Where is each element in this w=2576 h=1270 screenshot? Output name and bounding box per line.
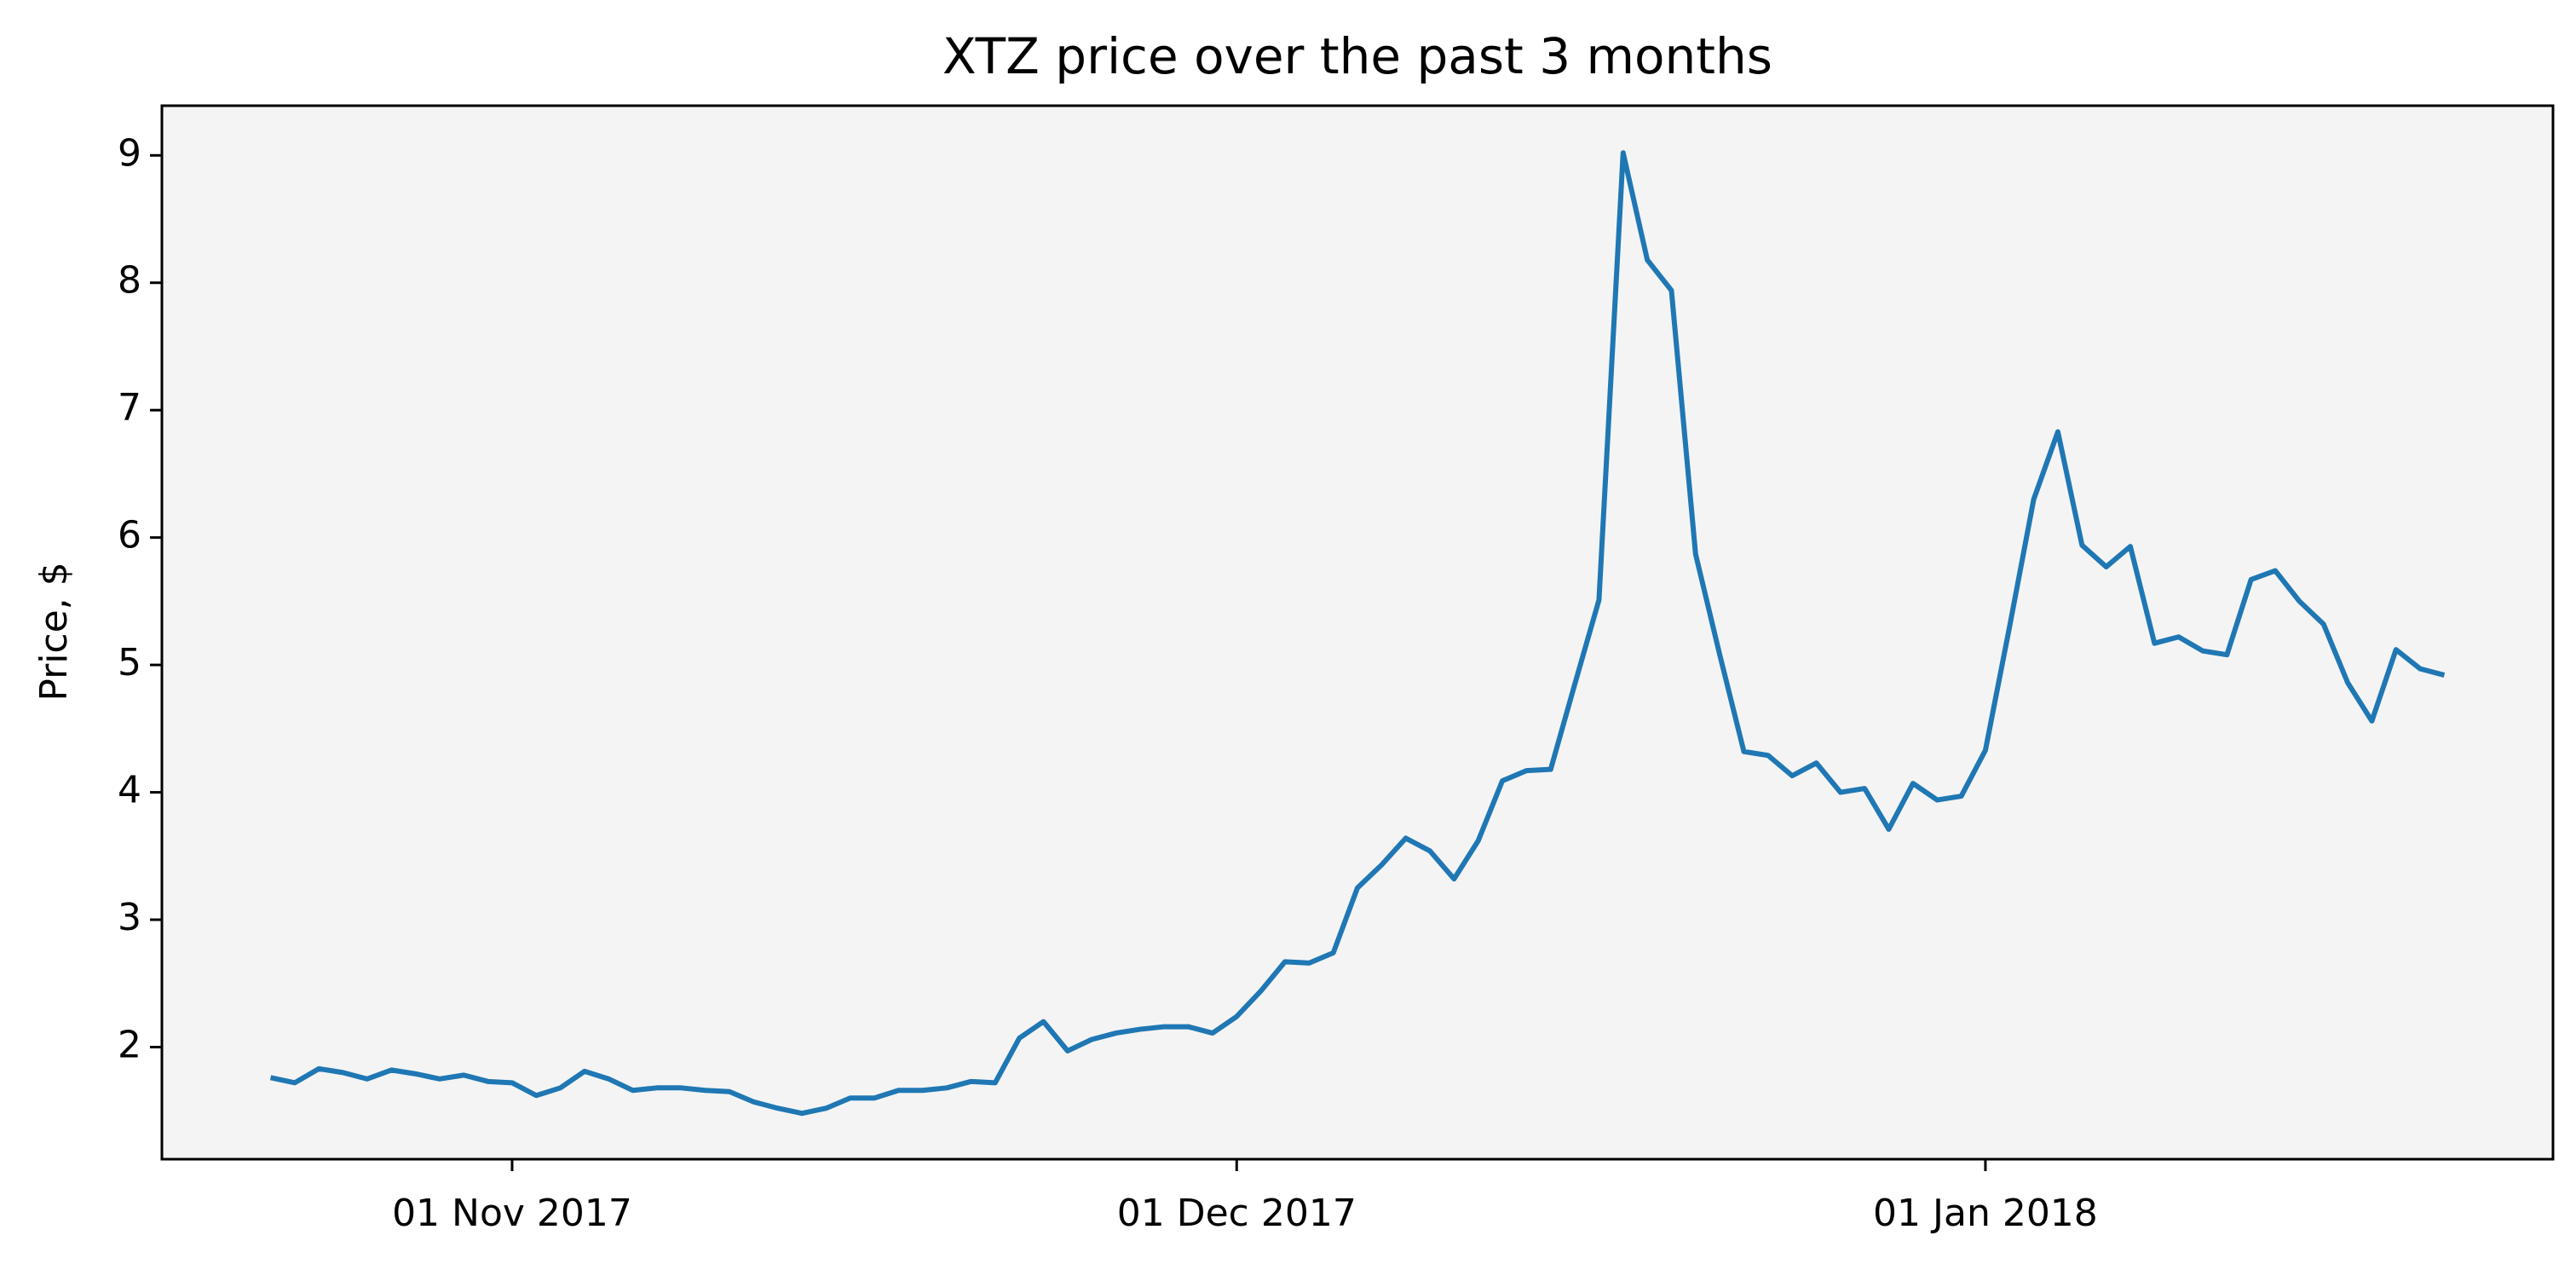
- y-tick-label: 9: [118, 131, 141, 175]
- y-tick-label: 5: [118, 641, 141, 684]
- y-tick-label: 8: [118, 259, 141, 303]
- y-axis-label: Price, $: [32, 562, 76, 701]
- chart-title: XTZ price over the past 3 months: [942, 27, 1772, 85]
- price-line: [269, 150, 2446, 1117]
- plot-background: [162, 106, 2553, 1159]
- y-tick-label: 4: [118, 769, 141, 812]
- x-tick-label: 01 Nov 2017: [392, 1192, 632, 1235]
- x-tick-label: 01 Dec 2017: [1117, 1192, 1357, 1235]
- plot-frame: [160, 104, 2555, 1161]
- y-tick-label: 3: [118, 896, 141, 939]
- y-tick-label: 7: [118, 386, 141, 430]
- x-tick-label: 01 Jan 2018: [1873, 1192, 2098, 1235]
- y-tick-label: 2: [118, 1023, 141, 1066]
- y-tick-label: 6: [118, 514, 141, 557]
